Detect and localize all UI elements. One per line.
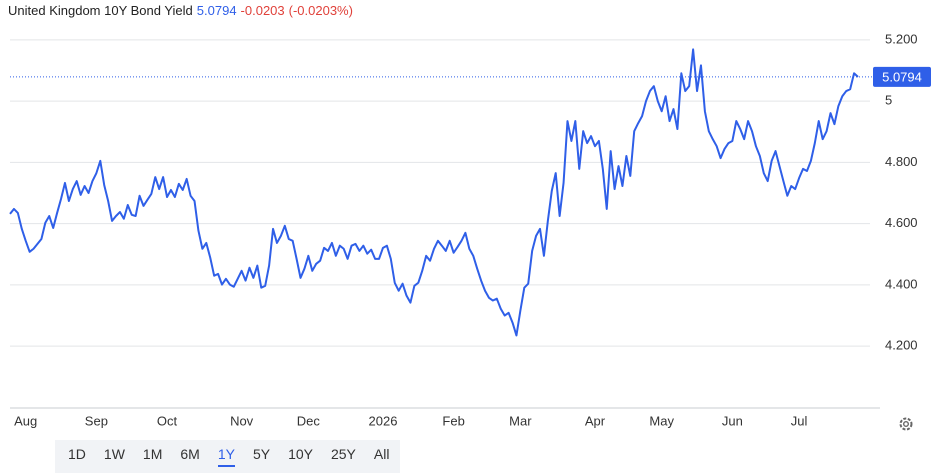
change-percent: (-0.0203%): [288, 3, 353, 18]
x-tick-label: May: [649, 413, 674, 428]
gear-outer: [899, 417, 913, 431]
range-button[interactable]: 6M: [180, 446, 200, 462]
range-button[interactable]: 1W: [103, 446, 125, 462]
y-tick-label: 4.200: [885, 338, 918, 353]
x-tick-label: Sep: [85, 413, 108, 428]
x-tick-label: Dec: [297, 413, 321, 428]
range-button[interactable]: All: [373, 446, 390, 462]
range-button[interactable]: 5Y: [252, 446, 271, 462]
last-value-label: 5.0794: [882, 69, 922, 84]
range-button[interactable]: 25Y: [330, 446, 356, 462]
header: United Kingdom 10Y Bond Yield 5.0794 -0.02…: [8, 3, 353, 18]
x-tick-label: Feb: [442, 413, 464, 428]
y-tick-label: 5: [885, 93, 892, 108]
x-tick-label: 2026: [369, 413, 398, 428]
range-button[interactable]: 1Y: [217, 446, 235, 467]
gear-inner: [903, 421, 909, 427]
x-tick-label: Oct: [157, 413, 178, 428]
price: 5.0794: [196, 3, 237, 18]
range-selector: 1D 1W 1M 6M 1Y 5Y 10Y 25Y All: [55, 440, 400, 473]
price-line: [9, 48, 859, 337]
x-tick-label: Jul: [791, 413, 808, 428]
range-button[interactable]: 1D: [68, 446, 86, 462]
range-button[interactable]: 1M: [142, 446, 163, 462]
change: -0.0203: [240, 3, 285, 18]
x-tick-label: Jun: [722, 413, 743, 428]
x-tick-label: Apr: [585, 413, 606, 428]
y-tick-label: 4.600: [885, 215, 918, 230]
y-tick-label: 5.200: [885, 31, 918, 46]
last-value-tag: [873, 66, 931, 87]
y-tick-label: 4.800: [885, 154, 918, 169]
chart: 4.200 4.400 4.600 4.800 5 5.200 Aug Sep Oct Nov De…: [9, 31, 931, 431]
settings-icon[interactable]: [899, 417, 913, 431]
x-tick-label: Aug: [14, 413, 37, 428]
x-tick-label: Nov: [230, 413, 254, 428]
y-tick-label: 4.400: [885, 276, 918, 291]
range-button[interactable]: 10Y: [288, 446, 313, 462]
chart-title: United Kingdom 10Y Bond Yield: [8, 3, 193, 18]
x-tick-label: Mar: [509, 413, 532, 428]
